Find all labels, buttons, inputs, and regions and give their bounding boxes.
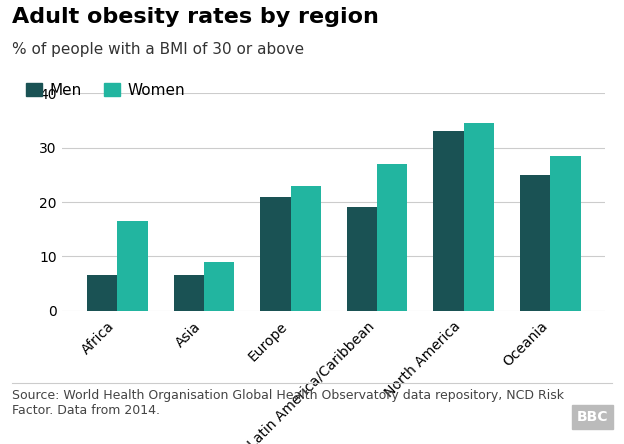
Bar — [117, 221, 148, 311]
Bar — [291, 186, 321, 311]
Text: BBC: BBC — [577, 410, 608, 424]
Bar — [520, 175, 550, 311]
Bar — [260, 197, 291, 311]
Bar — [87, 275, 117, 311]
Bar — [434, 131, 464, 311]
Legend: Men, Women: Men, Women — [20, 76, 191, 104]
Text: Source: World Health Organisation Global Health Observatory data repository, NCD: Source: World Health Organisation Global… — [12, 388, 565, 416]
Bar — [377, 164, 407, 311]
Text: % of people with a BMI of 30 or above: % of people with a BMI of 30 or above — [12, 42, 305, 57]
Bar — [550, 156, 580, 311]
Bar — [204, 262, 234, 311]
Bar — [347, 207, 377, 311]
Bar — [173, 275, 204, 311]
Text: Adult obesity rates by region: Adult obesity rates by region — [12, 7, 379, 27]
Bar — [464, 123, 494, 311]
